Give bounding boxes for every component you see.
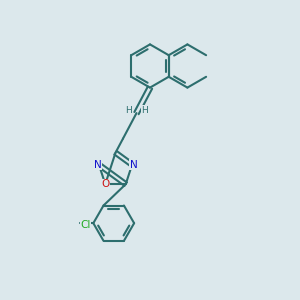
Text: H: H [142,106,148,115]
Text: N: N [94,160,101,170]
Text: N: N [130,160,137,170]
Text: H: H [125,106,131,115]
Text: O: O [101,179,110,189]
Text: Cl: Cl [80,220,90,230]
